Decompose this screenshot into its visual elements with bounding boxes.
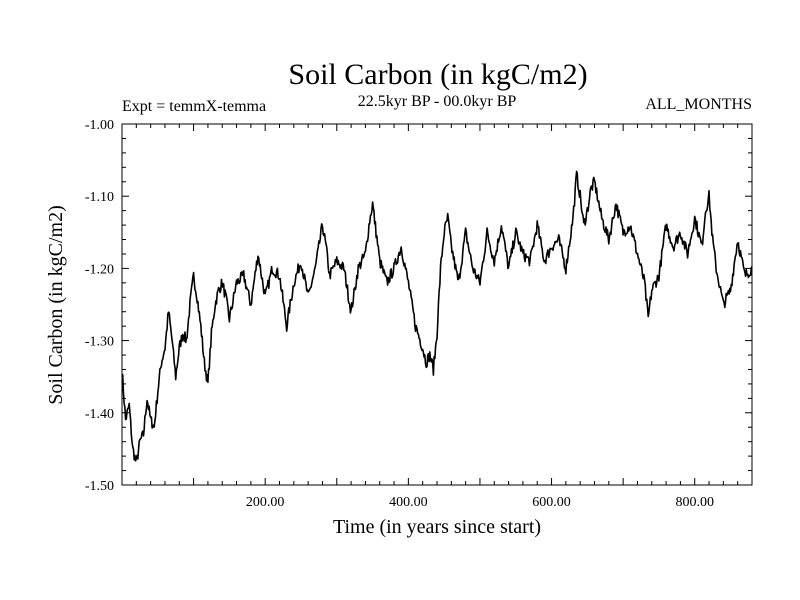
months-label: ALL_MONTHS — [645, 96, 752, 113]
x-tick-label: 400.00 — [389, 495, 428, 510]
expt-label: Expt = temmX-temma — [122, 98, 266, 115]
y-tick-label: -1.50 — [85, 479, 114, 494]
axis-ticks: 200.00 400.00 600.00 800.00 -1.00 -1.10 -1.20 -… — [85, 118, 752, 510]
series-group — [121, 170, 753, 462]
x-axis-label: Time (in years since start) — [333, 516, 541, 538]
y-tick-label: -1.20 — [85, 262, 114, 277]
y-tick-label: -1.30 — [85, 335, 114, 350]
y-tick-label: -1.10 — [85, 190, 114, 205]
x-tick-label: 600.00 — [532, 495, 571, 510]
x-tick-label: 800.00 — [675, 495, 714, 510]
x-tick-label: 200.00 — [246, 495, 285, 510]
y-tick-label: -1.40 — [85, 407, 114, 422]
series-line — [121, 170, 753, 462]
chart-title: Soil Carbon (in kgC/m2) — [288, 58, 587, 91]
period-label: 22.5kyr BP - 00.0kyr BP — [358, 93, 517, 110]
y-axis-label: Soil Carbon (in kgC/m2) — [45, 205, 67, 404]
y-tick-label: -1.00 — [85, 118, 114, 133]
